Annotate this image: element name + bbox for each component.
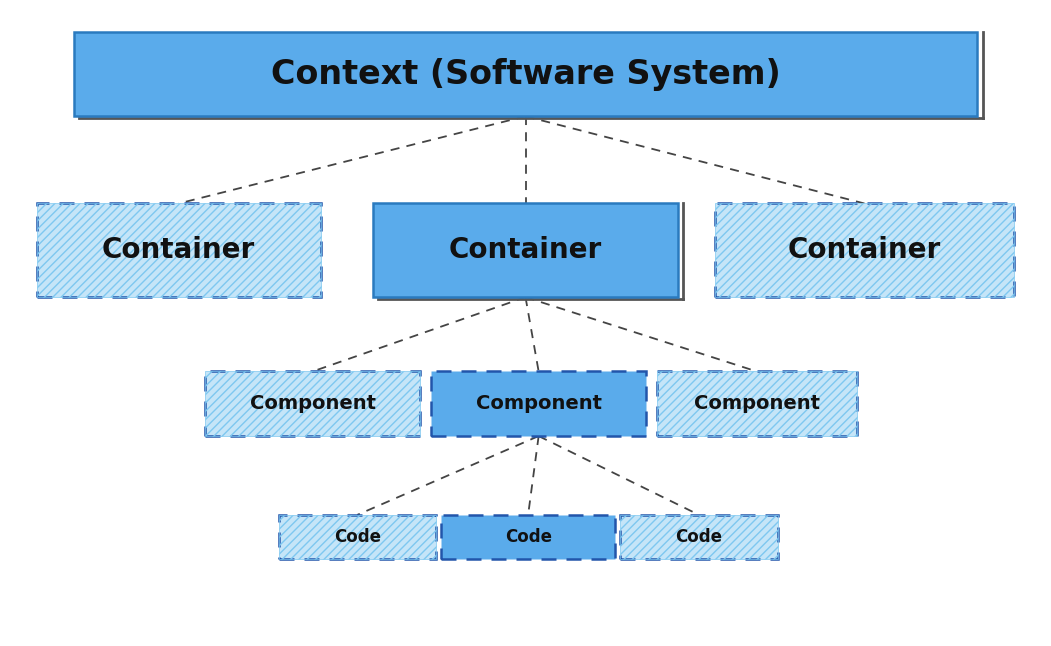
- Text: Code: Code: [504, 528, 552, 546]
- Bar: [657, 371, 857, 436]
- Bar: [279, 515, 436, 559]
- Text: Code: Code: [334, 528, 380, 546]
- Bar: [715, 203, 1014, 297]
- Bar: [715, 203, 1014, 297]
- Text: Context (Software System): Context (Software System): [270, 57, 781, 91]
- Bar: [205, 371, 420, 436]
- Bar: [279, 515, 436, 559]
- Bar: [205, 371, 420, 436]
- Bar: [74, 32, 977, 116]
- Bar: [620, 515, 778, 559]
- Bar: [373, 203, 678, 297]
- Text: Container: Container: [788, 236, 941, 264]
- Text: Component: Component: [476, 394, 601, 413]
- Text: Component: Component: [250, 394, 375, 413]
- Bar: [37, 203, 321, 297]
- Bar: [620, 515, 778, 559]
- Text: Code: Code: [676, 528, 722, 546]
- Text: Component: Component: [694, 394, 820, 413]
- Text: Container: Container: [102, 236, 255, 264]
- Bar: [657, 371, 857, 436]
- Text: Container: Container: [449, 236, 602, 264]
- Bar: [441, 515, 615, 559]
- Bar: [431, 371, 646, 436]
- Bar: [37, 203, 321, 297]
